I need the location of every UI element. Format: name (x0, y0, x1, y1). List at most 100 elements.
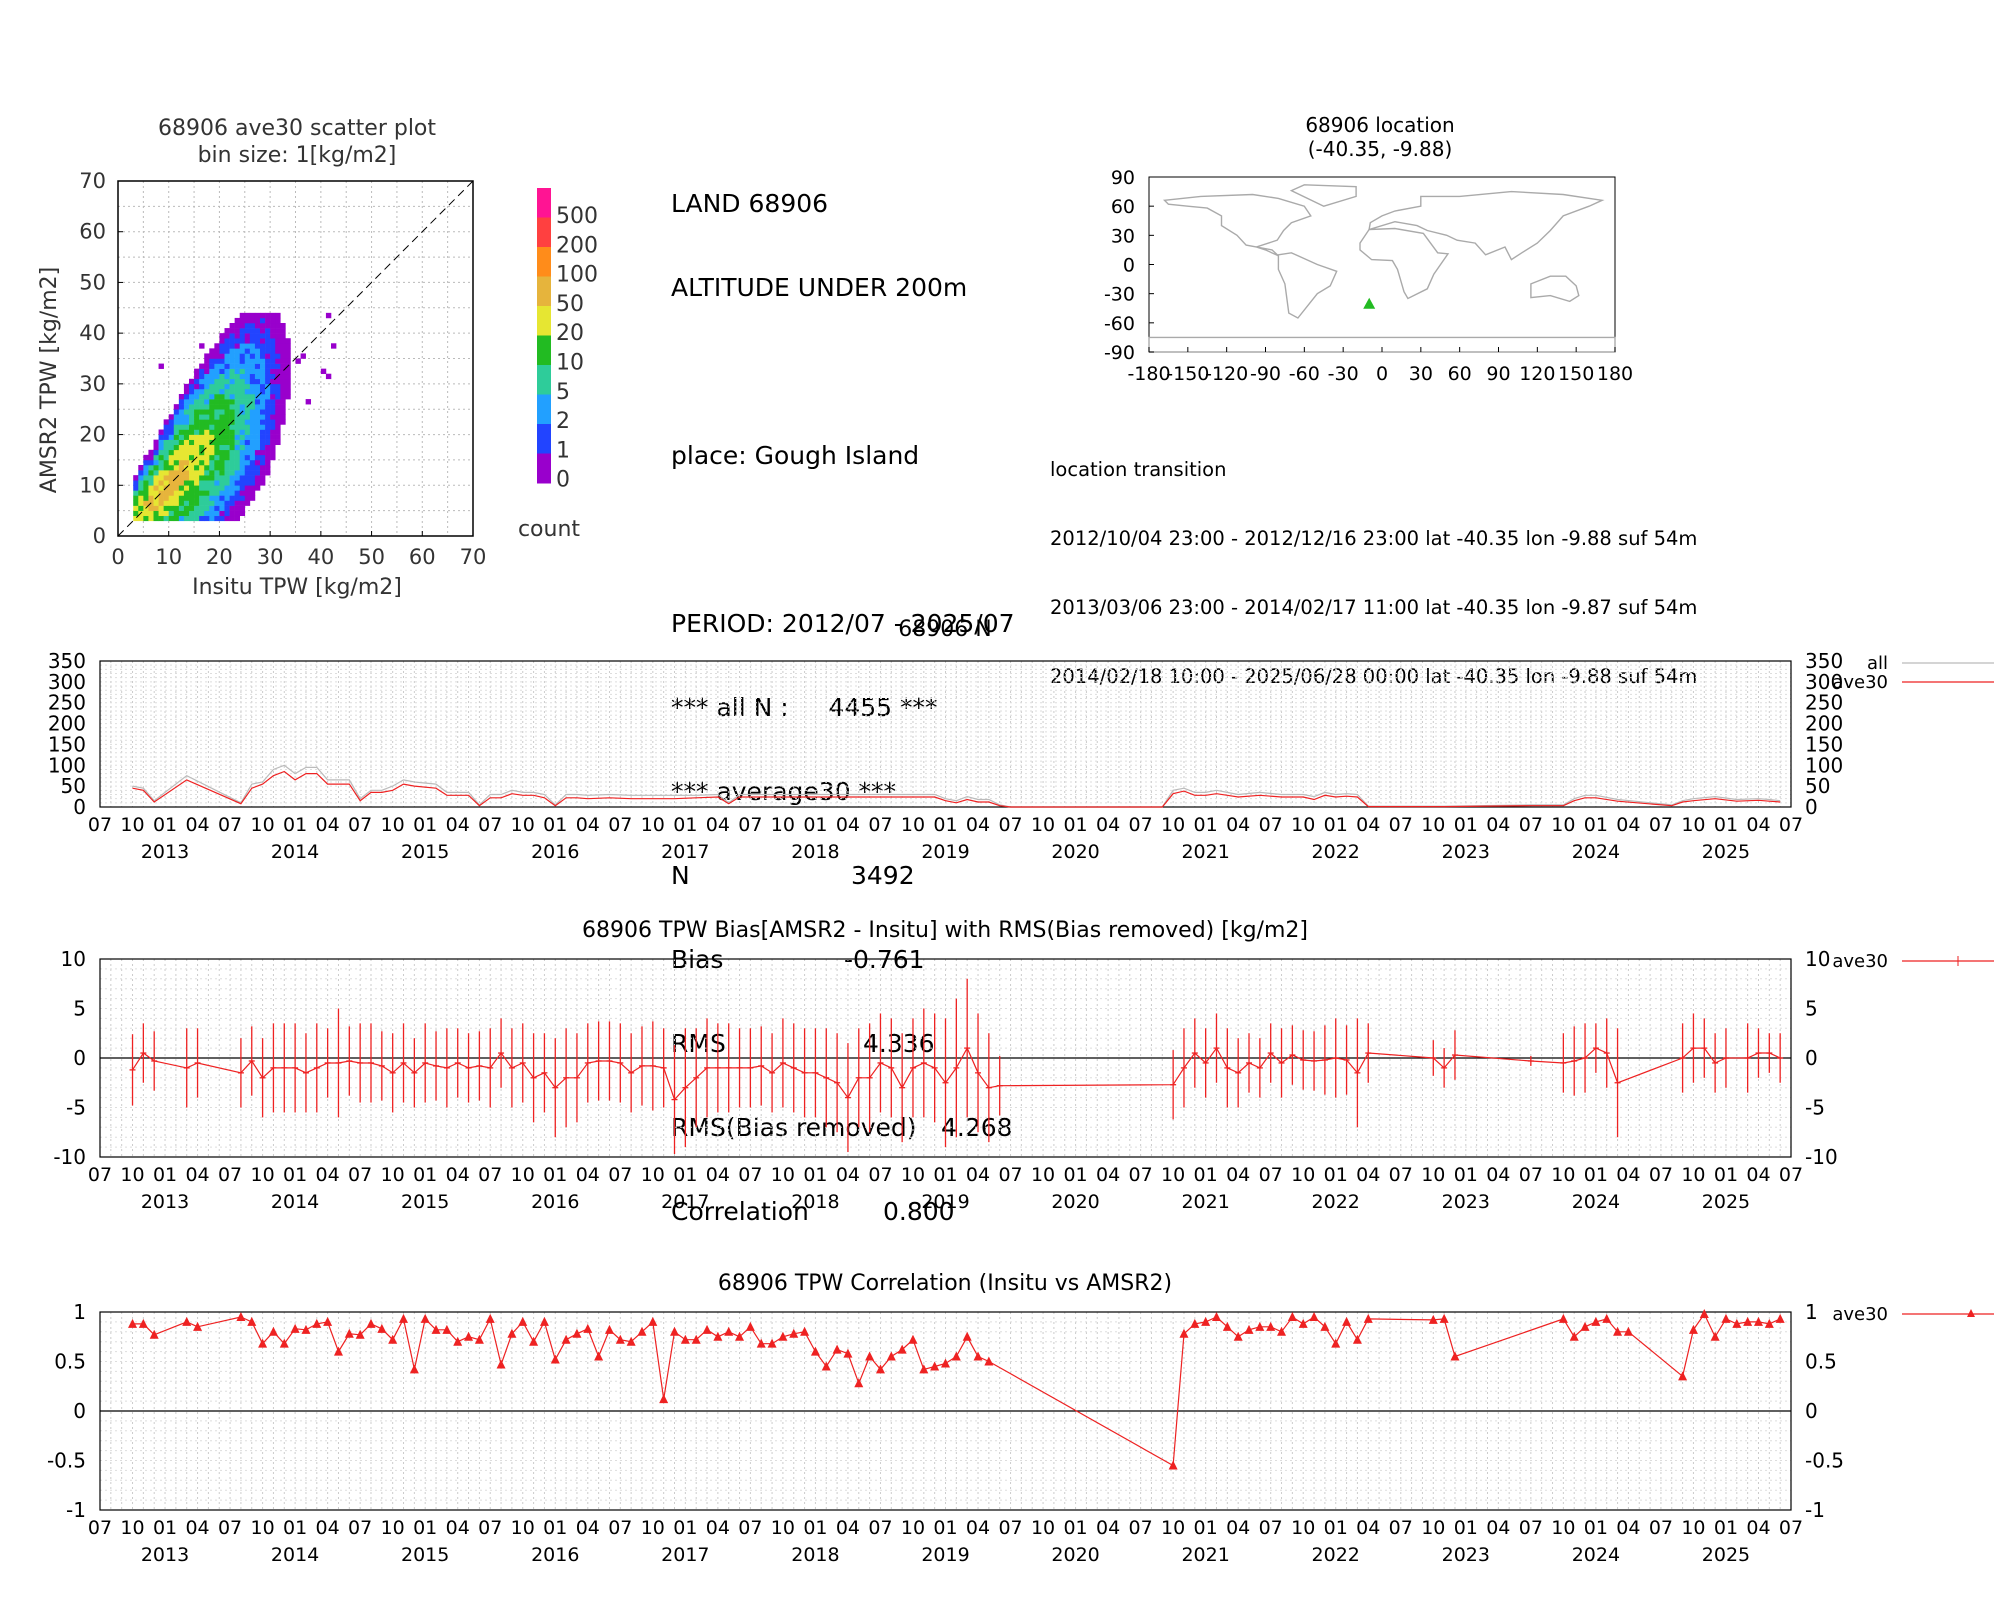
density-cell (204, 424, 210, 430)
density-cell (224, 505, 230, 511)
data-point (919, 1364, 929, 1374)
density-cell (209, 419, 215, 425)
y-tick-label-left: -1 (66, 1498, 86, 1522)
density-cell (234, 333, 241, 339)
x-month-label: 01 (1063, 1164, 1087, 1186)
density-cell (244, 444, 251, 451)
x-month-label: 10 (641, 1517, 665, 1539)
density-cell (194, 383, 200, 390)
density-cell (178, 470, 185, 476)
x-month-label: 07 (1779, 814, 1803, 836)
density-cell (183, 515, 190, 522)
density-cell (249, 394, 256, 400)
x-month-label: 01 (933, 1164, 957, 1186)
x-tick-label: 50 (358, 545, 385, 569)
map-lon-label: 0 (1376, 363, 1388, 385)
density-cell (224, 495, 230, 501)
x-month-label: 04 (1096, 1517, 1120, 1539)
data-point (767, 1338, 777, 1348)
x-month-label: 04 (576, 1517, 600, 1539)
density-cell (183, 449, 190, 456)
density-cell (234, 388, 241, 395)
density-cell (199, 454, 205, 461)
stat-value-n: 3492 (851, 861, 915, 890)
density-cell (173, 495, 180, 501)
density-cell (173, 414, 180, 420)
data-point (941, 1358, 950, 1368)
density-cell (254, 348, 261, 354)
x-month-label: 07 (1779, 1517, 1803, 1539)
density-cell (260, 338, 266, 344)
colorbar-label: 20 (556, 321, 584, 346)
density-cell (239, 465, 246, 471)
density-cell (199, 439, 205, 446)
density-cell (234, 454, 241, 461)
y-tick-label-right: 300 (1805, 670, 1843, 694)
x-month-label: 04 (1486, 1164, 1510, 1186)
colorbar-label: 50 (556, 292, 584, 317)
density-cell (275, 439, 281, 446)
density-cell (173, 470, 180, 476)
density-cell (163, 454, 170, 461)
data-point (464, 1331, 474, 1341)
density-cell (234, 475, 241, 481)
density-cell (183, 394, 190, 400)
density-cell (158, 505, 164, 511)
data-point (1439, 1313, 1449, 1323)
density-cell (219, 449, 225, 456)
density-cell (244, 394, 251, 400)
density-cell (265, 358, 271, 364)
panel-frame (99, 1311, 1792, 1511)
x-month-label: 04 (1616, 1517, 1640, 1539)
data-point (344, 1328, 354, 1338)
x-tick-label: 0 (111, 545, 124, 569)
density-cell (138, 465, 144, 471)
x-month-label: 04 (706, 1517, 730, 1539)
density-cell (275, 348, 281, 354)
x-month-label: 10 (771, 1517, 795, 1539)
x-month-label: 07 (1389, 1164, 1413, 1186)
data-point (507, 1328, 517, 1338)
density-cell (229, 323, 235, 329)
density-cell (260, 454, 266, 461)
density-cell (234, 323, 241, 329)
density-cell (138, 505, 144, 511)
density-cell (265, 444, 271, 451)
density-cell (234, 444, 241, 451)
density-cell (133, 495, 139, 501)
density-cell (234, 378, 241, 385)
x-year-label: 2020 (1051, 1544, 1099, 1566)
density-cell (199, 394, 205, 400)
density-cell (189, 465, 195, 471)
density-cell (224, 429, 230, 435)
density-cell (224, 378, 230, 385)
density-cell (194, 409, 200, 415)
stat-label-correlation: Correlation (671, 1197, 809, 1226)
x-year-label: 2013 (141, 841, 189, 863)
data-point (973, 1351, 983, 1361)
density-cell (260, 424, 266, 430)
map-lon-label: -180 (1127, 363, 1170, 385)
colorbar-swatch (537, 217, 551, 248)
density-cell (189, 505, 195, 511)
density-cell (275, 338, 281, 344)
density-cell (158, 485, 164, 491)
scatter-xlabel: Insitu TPW [kg/m2] (192, 575, 402, 600)
density-cell (209, 409, 215, 415)
density-cell (199, 444, 205, 451)
x-month-label: 07 (1519, 1517, 1543, 1539)
density-cell (224, 449, 230, 456)
chart-title-n: 68906 N (898, 617, 991, 642)
scatter-frame (117, 180, 474, 537)
x-month-label: 01 (1454, 1517, 1478, 1539)
density-cell (254, 363, 261, 369)
density-cell (158, 465, 164, 471)
x-month-label: 10 (641, 814, 665, 836)
x-month-label: 07 (218, 1517, 242, 1539)
x-month-label: 07 (868, 814, 892, 836)
density-cell (254, 328, 261, 334)
density-cell (260, 333, 266, 339)
density-cell (249, 333, 256, 339)
density-cell (178, 495, 185, 501)
